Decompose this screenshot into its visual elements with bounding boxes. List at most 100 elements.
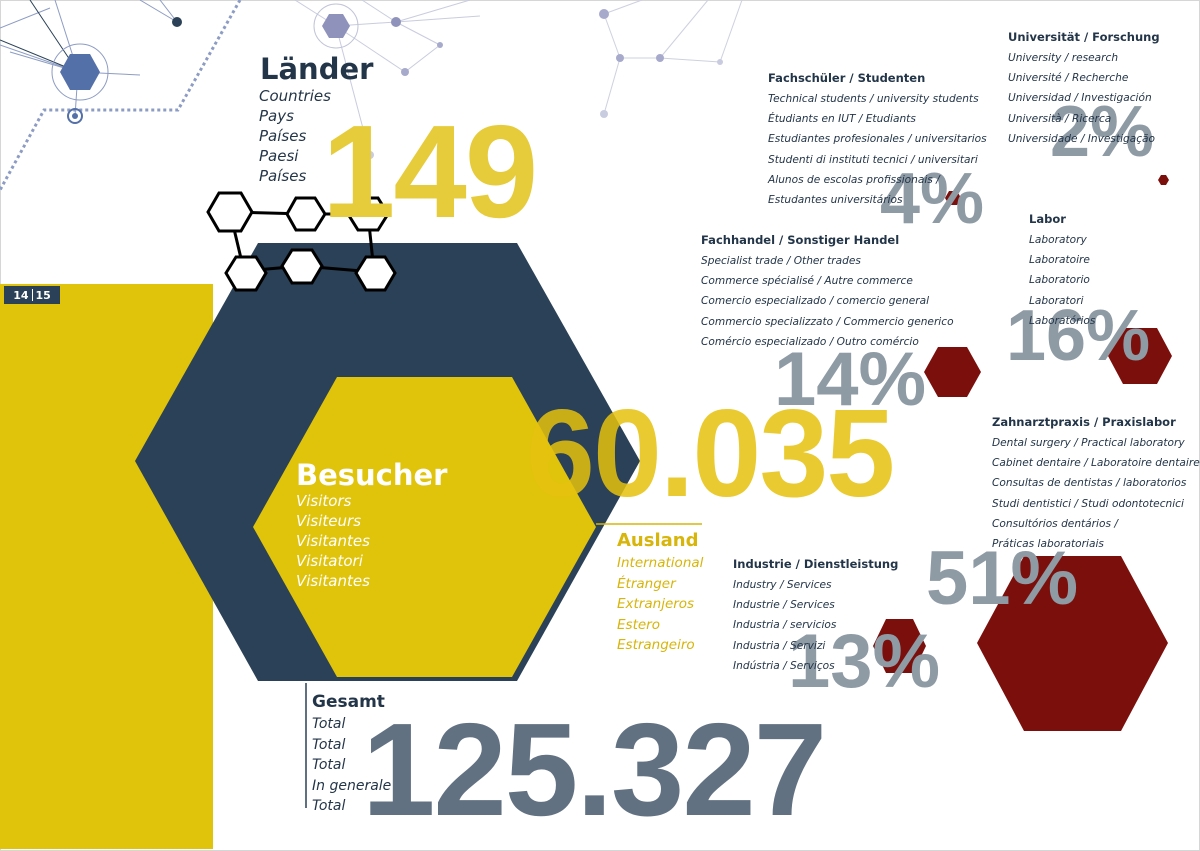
translation-line: Países: [259, 167, 307, 185]
translation-line: Specialist trade / Other trades: [701, 255, 861, 267]
translation-line: Laboratory: [1029, 234, 1087, 246]
translation-line: Total: [312, 736, 346, 753]
translation-line: Consultórios dentários /: [992, 517, 1118, 530]
translation-line: Technical students / university students: [768, 93, 979, 105]
translation-line: Countries: [259, 87, 331, 105]
translation-line: Estudantes universitários: [768, 194, 903, 207]
besucher-title: Besucher: [296, 458, 448, 492]
translation-line: International: [617, 555, 704, 571]
gesamt-value: 125.327: [362, 696, 827, 843]
translation-line: Países: [259, 127, 307, 145]
fachhandel-percent: 14%: [774, 337, 927, 422]
translation-line: Industry / Services: [733, 579, 832, 591]
translation-line: Dental surgery / Practical laboratory: [992, 437, 1185, 449]
fachschueler-percent: 4%: [880, 159, 985, 239]
labor-percent: 16%: [1006, 296, 1151, 376]
labor-title: Labor: [1029, 212, 1066, 226]
translation-line: Total: [312, 757, 346, 773]
ausland-translations: International Étranger Extranjeros Ester…: [617, 553, 703, 656]
translation-line: Visitantes: [296, 572, 370, 590]
industrie-block: Industrie / Dienstleistung Industry / Se…: [733, 557, 898, 676]
translation-line: Extranjeros: [617, 596, 695, 612]
translation-line: Visitantes: [296, 532, 370, 550]
yellow-hexagon: [253, 377, 596, 677]
fachhandel-translations: Specialist trade / Other trades Commerce…: [701, 251, 954, 352]
network-lines-right: [603, 0, 743, 115]
fachschueler-title: Fachschüler / Studenten: [768, 71, 926, 85]
universitaet-translations: University / research Université / Reche…: [1008, 48, 1160, 149]
translation-line: Étudiants en IUT / Etudiants: [768, 113, 916, 126]
translation-line: Práticas laboratoriais: [992, 538, 1104, 551]
fachschueler-block: Fachschüler / Studenten Technical studen…: [768, 71, 987, 210]
translation-line: Università / Ricerca: [1008, 112, 1112, 125]
translation-line: Indústria / Serviços: [733, 659, 835, 672]
translation-line: Consultas de dentistas / laboratorios: [992, 477, 1187, 490]
labor-block: Labor Laboratory Laboratoire Laboratorio…: [1029, 212, 1095, 331]
yellow-column: [0, 284, 213, 849]
molecule-hexagons: [206, 191, 397, 292]
translation-line: Paesi: [259, 147, 299, 165]
translation-line: Industrie / Services: [733, 599, 835, 612]
industrie-percent: 13%: [788, 619, 941, 704]
labor-translations: Laboratory Laboratoire Laboratorio Labor…: [1029, 230, 1095, 331]
page-number-badge: 14 15: [4, 286, 60, 304]
translation-line: Universidad / Investigación: [1008, 92, 1152, 105]
page-number-left: 14: [13, 288, 29, 302]
page-number-right: 15: [35, 288, 51, 302]
translation-line: Commerce spécialisé / Autre commerce: [701, 275, 913, 288]
zahnarzt-translations: Dental surgery / Practical laboratory Ca…: [992, 433, 1200, 554]
translation-line: Laboratori: [1029, 294, 1084, 307]
zahnarzt-block: Zahnarztpraxis / Praxislabor Dental surg…: [992, 415, 1200, 554]
translation-line: Pays: [259, 107, 294, 125]
translation-line: Studenti di instituti tecnici / universi…: [768, 153, 978, 166]
translation-line: Estero: [617, 616, 660, 633]
translation-line: Laboratorio: [1029, 274, 1090, 287]
dotted-hex-outline: [0, 0, 242, 191]
translation-line: Comércio especializado / Outro comércio: [701, 335, 919, 348]
gesamt-title: Gesamt: [312, 692, 385, 712]
universitaet-title: Universität / Forschung: [1008, 30, 1160, 44]
translation-line: Étranger: [617, 575, 676, 592]
gesamt-translations: Total Total Total In generale Total: [312, 714, 391, 817]
fachschueler-translations: Technical students / university students…: [768, 89, 987, 210]
network-hex-node: [60, 54, 100, 90]
translation-line: Commercio specializzato / Commercio gene…: [701, 315, 954, 328]
besucher-translations: Visitors Visiteurs Visitantes Visitatori…: [296, 491, 370, 591]
translation-line: Studi dentistici / Studi odontotecnici: [992, 497, 1184, 510]
fachhandel-title: Fachhandel / Sonstiger Handel: [701, 233, 900, 247]
node-ring: [51, 43, 109, 101]
translation-line: University / research: [1008, 52, 1119, 64]
translation-line: In generale: [312, 777, 392, 794]
translation-line: Estudiantes profesionales / universitari…: [768, 133, 987, 146]
translation-line: Université / Recherche: [1008, 72, 1129, 85]
translation-line: Universidade / Investigação: [1008, 132, 1156, 145]
maroon-hexagons: [873, 175, 1172, 731]
zahnarzt-title: Zahnarztpraxis / Praxislabor: [992, 415, 1176, 429]
center-hex-node: [322, 14, 350, 38]
besucher-value: 60.035: [526, 385, 895, 523]
translation-line: Visiteurs: [296, 512, 362, 530]
industrie-title: Industrie / Dienstleistung: [733, 557, 899, 571]
translation-line: Estrangeiro: [617, 637, 695, 653]
laender-title: Länder: [260, 52, 374, 86]
laender-value: 149: [322, 98, 538, 245]
translation-line: Industria / Servizi: [733, 639, 826, 652]
fachhandel-block: Fachhandel / Sonstiger Handel Specialist…: [701, 233, 954, 352]
translation-line: Total: [312, 716, 346, 732]
universitaet-block: Universität / Forschung University / res…: [1008, 30, 1160, 149]
ausland-title: Ausland: [617, 530, 699, 551]
zahnarzt-percent: 51%: [926, 536, 1079, 621]
translation-line: Industria / servicios: [733, 619, 837, 632]
translation-line: Total: [312, 798, 346, 814]
industrie-translations: Industry / Services Industrie / Services…: [733, 575, 898, 676]
translation-line: Comercio especializado / comercio genera…: [701, 295, 930, 308]
translation-line: Cabinet dentaire / Laboratoire dentaire: [992, 457, 1200, 470]
translation-line: Laboratoire: [1029, 254, 1090, 267]
translation-line: Visitors: [296, 492, 352, 510]
translation-line: Laboratórios: [1029, 314, 1096, 327]
page-number-separator: [31, 289, 33, 301]
laender-translations: Countries Pays Países Paesi Países: [259, 86, 331, 186]
translation-line: Alunos de escolas profissionais /: [768, 173, 940, 186]
universitaet-percent: 2%: [1050, 92, 1155, 172]
